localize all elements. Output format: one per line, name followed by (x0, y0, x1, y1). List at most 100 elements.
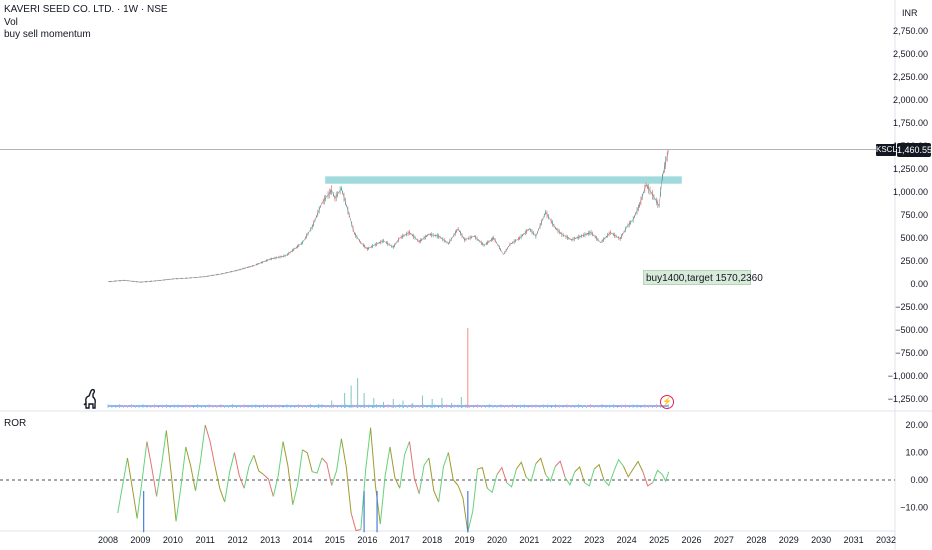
time-axis-tick: 2031 (844, 535, 864, 545)
price-axis-tick: 1,250.00 (893, 164, 928, 174)
ror-segment (165, 430, 177, 522)
ror-axis-tick: 20.00 (905, 420, 928, 430)
ror-segment (233, 452, 245, 489)
ror-segment (117, 457, 128, 514)
price-axis-tick: 2,250.00 (893, 72, 928, 82)
ror-segment (214, 466, 226, 503)
ror-segment (292, 449, 303, 505)
ror-segment (136, 441, 148, 519)
time-axis-tick: 2012 (228, 535, 248, 545)
price-tag-value: 1,460.55 (897, 143, 932, 157)
ror-segment (467, 468, 479, 533)
ror-segment (331, 438, 342, 486)
ror-segment (535, 457, 547, 475)
time-axis-tick: 2020 (487, 535, 507, 545)
ror-segment (593, 463, 605, 481)
ror-segment (525, 463, 537, 483)
time-axis-tick: 2019 (455, 535, 475, 545)
ror-axis-tick: 0.00 (910, 475, 928, 485)
trade-annotation[interactable]: buy1400,target 1570,2360 (643, 270, 763, 285)
ror-segment (554, 460, 566, 478)
time-axis-tick: 2013 (260, 535, 280, 545)
time-axis-tick: 2011 (196, 535, 215, 545)
price-axis-tick: 1,750.00 (893, 118, 928, 128)
ror-segment (263, 474, 274, 497)
ror-segment (486, 474, 498, 494)
time-axis-tick: 2024 (617, 535, 637, 545)
price-tag-symbol: KSCL (876, 144, 897, 156)
ror-segment (613, 458, 624, 472)
flash-icon[interactable]: ⚡ (660, 395, 674, 409)
ror-segment (156, 430, 167, 497)
ror-indicator-label[interactable]: ROR (4, 418, 27, 429)
time-axis-tick: 2022 (552, 535, 572, 545)
ror-segment (272, 441, 284, 497)
ror-segment (496, 466, 508, 483)
ror-segment (360, 427, 372, 530)
ror-segment (321, 457, 333, 486)
ror-segment (545, 466, 556, 483)
time-axis-tick: 2028 (746, 535, 766, 545)
ror-segment (408, 441, 420, 494)
price-axis-tick: 500.00 (900, 233, 928, 243)
time-axis-tick: 2009 (130, 535, 150, 545)
ror-segment (438, 452, 449, 503)
price-axis-tick: −1,000.00 (888, 371, 928, 381)
ror-segment (224, 452, 235, 503)
ror-axis-tick: 10.00 (905, 448, 928, 458)
time-axis-tick: 2026 (681, 535, 701, 545)
ror-segment (477, 467, 488, 489)
ror-segment (447, 452, 459, 486)
chart-legend: KAVERI SEED CO. LTD. · 1W · NSE Vol buy … (4, 4, 168, 42)
ror-axis-tick: −10.00 (900, 503, 928, 513)
ror-segment (516, 461, 527, 478)
price-axis-tick: 2,750.00 (893, 26, 928, 36)
ror-segment (302, 449, 313, 472)
time-axis-tick: 2021 (519, 535, 539, 545)
symbol-title[interactable]: KAVERI SEED CO. LTD. · 1W · NSE (4, 4, 168, 15)
time-axis-tick: 2014 (292, 535, 312, 545)
price-axis-tick: 2,500.00 (893, 49, 928, 59)
ror-segment (370, 427, 381, 525)
ror-segment (389, 446, 401, 489)
ror-segment (379, 446, 391, 525)
ror-segment (204, 424, 216, 467)
ror-segment (253, 455, 264, 475)
time-axis-tick: 2016 (357, 535, 377, 545)
time-axis-tick: 2025 (649, 535, 669, 545)
ror-segment (350, 512, 361, 532)
price-axis-tick: −750.00 (895, 348, 928, 358)
price-line (107, 149, 670, 283)
ror-segment (126, 457, 138, 519)
ror-segment (195, 424, 206, 492)
time-axis-tick: 2030 (811, 535, 831, 545)
ror-segment (340, 438, 352, 514)
price-axis-tick: 250.00 (900, 256, 928, 266)
ror-segment (584, 468, 595, 487)
time-axis-tick: 2027 (714, 535, 734, 545)
ror-segment (661, 471, 670, 483)
ror-segment (146, 441, 158, 497)
ror-segment (185, 446, 197, 492)
volume-indicator-label[interactable]: Vol (4, 16, 18, 28)
price-axis-tick: 750.00 (900, 210, 928, 220)
ror-segment (282, 441, 294, 505)
price-axis-tick: 2,000.00 (893, 95, 928, 105)
time-axis-tick: 2029 (779, 535, 799, 545)
time-axis-tick: 2010 (163, 535, 183, 545)
resistance-zone (325, 176, 682, 184)
time-axis-tick: 2017 (390, 535, 410, 545)
ror-segment (652, 469, 663, 483)
price-axis-tick: 1,000.00 (893, 187, 928, 197)
currency-label[interactable]: INR (902, 8, 918, 18)
ror-segment (574, 466, 586, 483)
time-axis-tick: 2023 (584, 535, 604, 545)
ror-segment (622, 466, 634, 478)
ror-segment (506, 468, 517, 488)
ror-segment (312, 457, 323, 474)
momentum-indicator-label[interactable]: buy sell momentum (4, 29, 91, 40)
ror-segment (418, 457, 430, 494)
dino-icon[interactable] (82, 388, 100, 410)
ror-segment (175, 446, 187, 522)
